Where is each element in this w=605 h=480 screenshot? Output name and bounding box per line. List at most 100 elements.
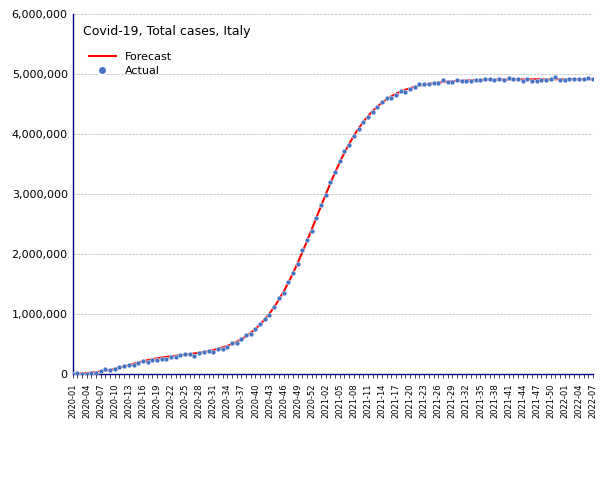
Point [583,74,593,82]
Point [518,77,528,84]
Point [204,347,214,355]
Point [508,75,518,83]
Point [368,108,378,116]
Point [537,76,546,84]
Point [532,78,541,85]
Point [405,85,415,93]
Point [457,77,466,84]
Point [237,336,246,343]
Point [171,353,180,361]
Point [330,168,340,176]
Point [302,237,312,244]
Point [527,77,537,85]
Point [82,370,91,378]
Point [358,118,368,126]
Point [433,79,443,86]
Point [504,74,514,82]
Point [513,75,523,83]
Point [218,345,227,352]
Point [250,325,260,333]
Point [396,87,405,95]
Point [391,91,401,98]
Point [480,75,490,83]
Point [283,278,293,286]
Point [73,370,82,377]
Point [189,352,199,360]
Point [424,80,434,88]
Point [354,125,364,133]
Point [325,179,335,186]
Point [414,81,424,88]
Point [223,343,232,350]
Point [255,321,265,328]
Point [382,94,391,102]
Point [339,147,349,155]
Point [227,339,237,347]
Point [485,75,495,83]
Point [260,315,270,323]
Point [298,246,307,254]
Point [157,355,166,363]
Point [452,77,462,84]
Point [110,366,120,373]
Point [194,349,204,357]
Point [279,289,289,297]
Point [274,294,284,302]
Point [77,370,87,377]
Point [133,359,143,366]
Point [91,369,101,377]
Point [443,78,453,86]
Point [129,361,139,369]
Point [143,358,152,365]
Point [546,75,555,83]
Point [241,332,251,339]
Point [100,365,110,373]
Point [377,98,387,106]
Point [119,362,129,370]
Point [264,311,274,319]
Point [494,75,504,83]
Point [569,75,579,83]
Point [349,132,359,139]
Point [152,357,162,364]
Point [138,357,148,364]
Point [114,363,124,371]
Point [307,227,316,235]
Point [363,114,373,121]
Point [321,191,330,199]
Point [438,76,448,84]
Point [466,78,476,85]
Point [499,76,509,84]
Point [373,103,382,111]
Point [68,370,77,378]
Point [105,367,115,374]
Point [555,76,565,84]
Point [476,76,485,84]
Point [213,346,223,353]
Legend: Forecast, Actual: Forecast, Actual [88,52,172,76]
Point [462,77,471,84]
Point [199,348,209,356]
Point [180,351,190,359]
Point [489,76,499,84]
Point [96,368,105,375]
Point [124,361,134,369]
Point [387,94,396,102]
Point [232,339,241,347]
Point [269,303,279,311]
Point [162,355,171,363]
Point [166,353,176,360]
Point [419,80,429,88]
Point [293,260,302,268]
Point [410,83,420,91]
Point [316,202,326,209]
Point [401,88,410,96]
Point [344,141,354,148]
Point [448,78,457,85]
Point [429,80,439,87]
Point [185,350,195,358]
Point [588,75,598,83]
Point [288,269,298,277]
Point [335,157,345,165]
Point [208,348,218,356]
